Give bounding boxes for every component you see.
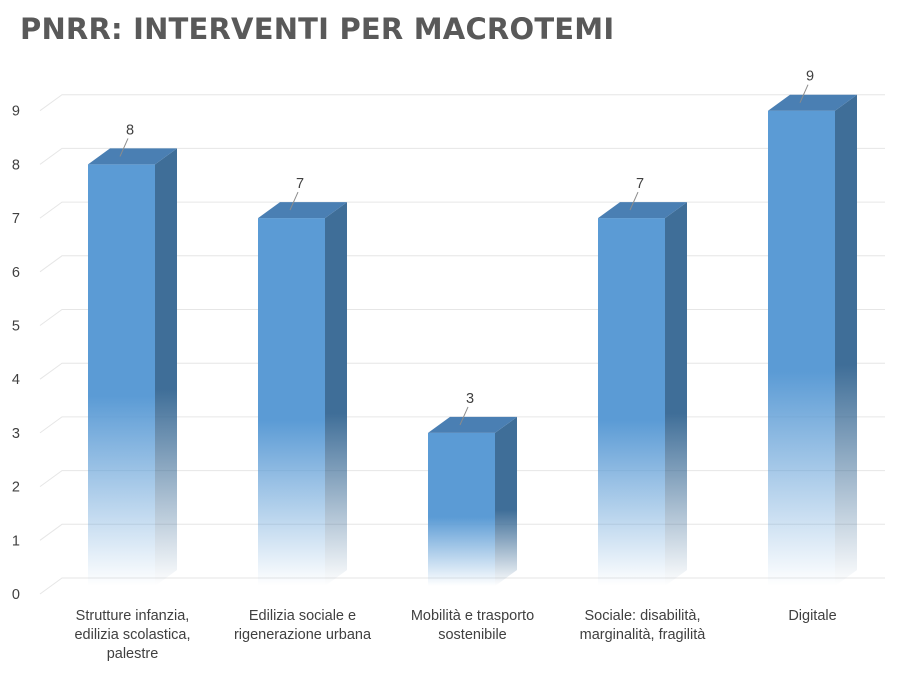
x-tick-label-line: Edilizia sociale e [248, 608, 357, 624]
x-tick-label-line: Mobilità e trasporto [410, 608, 535, 624]
x-tick-label-line: Sociale: disabilità, [584, 608, 701, 624]
y-tick-label: 4 [12, 372, 20, 388]
bar-side [155, 148, 177, 586]
data-label-leader [799, 84, 809, 103]
x-tick-label-line: rigenerazione urbana [233, 627, 372, 643]
y-tick-label: 0 [12, 587, 20, 603]
gridline [39, 94, 885, 112]
chart-title: PNRR: INTERVENTI PER MACROTEMI [20, 12, 615, 46]
x-tick-label-line: sostenibile [438, 627, 507, 643]
x-tick-label: Mobilità e trasporto sostenibile [388, 607, 558, 645]
x-tick-label-line: marginalità, fragilità [579, 627, 706, 643]
bar-side [495, 416, 517, 586]
bar-top [768, 94, 857, 111]
y-tick-label: 6 [12, 265, 20, 281]
data-label: 8 [126, 122, 134, 138]
bar-top [88, 148, 177, 165]
data-label-leader [119, 138, 129, 157]
y-tick-label: 5 [12, 319, 20, 335]
y-tick-label: 8 [12, 157, 20, 173]
data-label-leader [629, 191, 639, 211]
bar-top [428, 416, 517, 433]
y-tick-label: 7 [12, 211, 20, 227]
gridline [39, 147, 885, 165]
y-tick-label: 2 [12, 480, 20, 496]
gridline [39, 201, 885, 219]
x-tick-label-line: Digitale [788, 608, 837, 624]
bar-side [835, 94, 857, 586]
bar-top [598, 202, 687, 219]
x-tick-label: Strutture infanzia, edilizia scolastica, p… [48, 607, 218, 664]
x-tick-label: Edilizia sociale e rigenerazione urbana [218, 607, 388, 645]
data-label-leader [459, 406, 469, 426]
data-label: 7 [636, 176, 644, 192]
bar-top [258, 202, 347, 219]
x-tick-label-line: edilizia scolastica, [74, 627, 191, 643]
x-tick-label: Sociale: disabilità, marginalità, fragili… [558, 607, 728, 645]
x-tick-label-line: Strutture infanzia, [75, 608, 190, 624]
bar-side [665, 202, 687, 586]
data-label-leader [289, 191, 299, 211]
data-label: 3 [466, 391, 474, 407]
x-tick-label: Digitale [728, 607, 898, 626]
x-tick-label-line: palestre [106, 646, 159, 662]
y-tick-label: 9 [12, 104, 20, 120]
y-tick-label: 3 [12, 426, 20, 442]
bar [768, 110, 835, 586]
y-tick-label: 1 [12, 533, 20, 549]
data-label: 7 [296, 176, 304, 192]
data-label: 9 [806, 69, 814, 85]
bar [88, 164, 155, 586]
bar [428, 432, 495, 586]
bar [598, 218, 665, 586]
bar-side [325, 202, 347, 586]
bar [258, 218, 325, 586]
